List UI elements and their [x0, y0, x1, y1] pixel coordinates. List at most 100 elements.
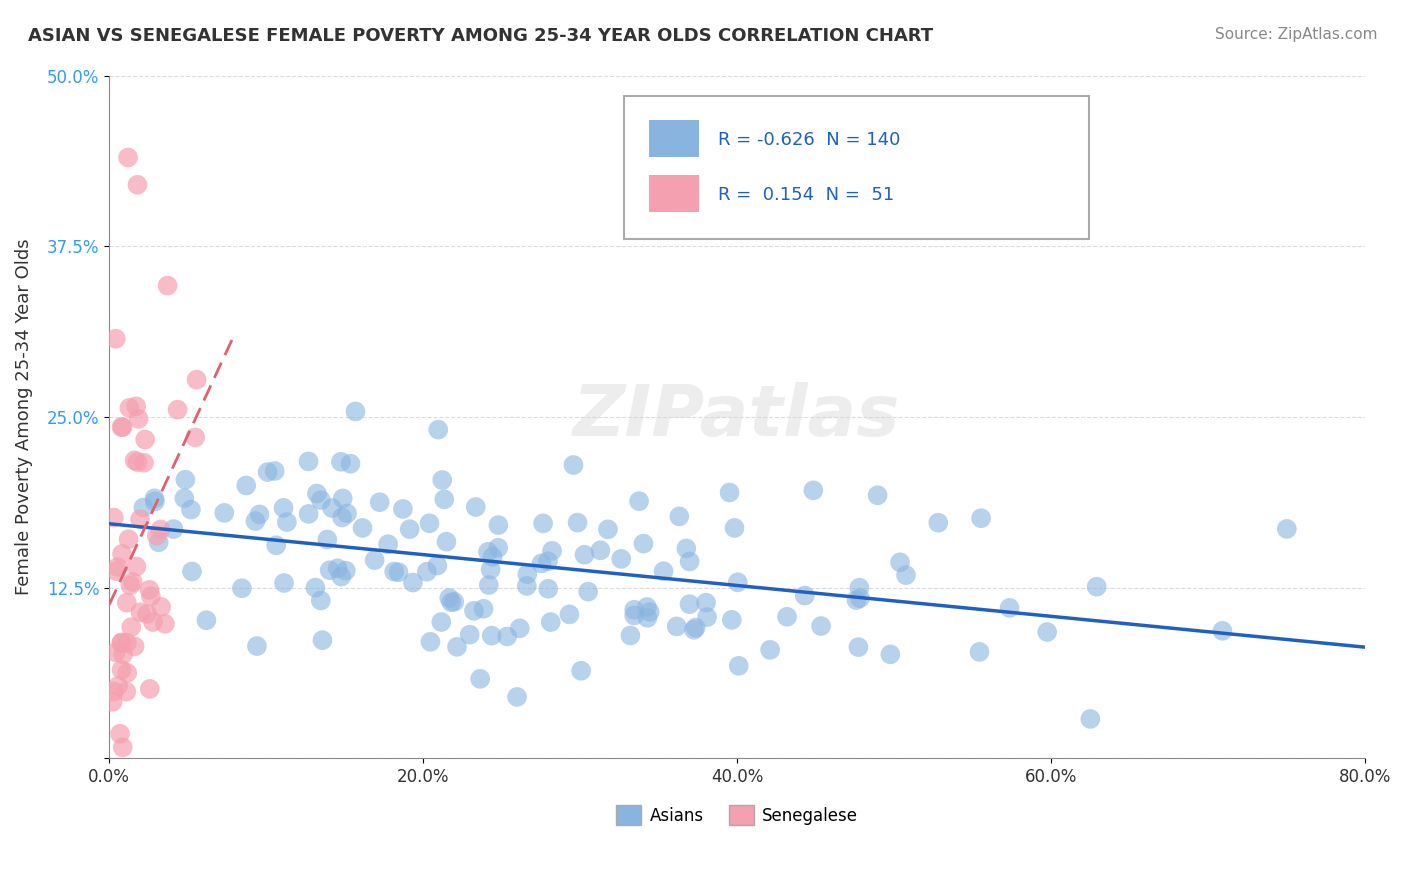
Point — [678, 554, 700, 568]
Point — [128, 412, 150, 426]
Point — [231, 581, 253, 595]
Point — [143, 491, 166, 506]
Point — [132, 500, 155, 515]
Point — [969, 645, 991, 659]
Point — [628, 494, 651, 508]
Text: R = -0.626  N = 140: R = -0.626 N = 140 — [718, 131, 901, 149]
Point — [195, 613, 218, 627]
Point — [115, 665, 138, 680]
Point — [567, 516, 589, 530]
Point — [718, 485, 741, 500]
Point — [464, 500, 486, 514]
Point — [143, 494, 166, 508]
Point — [305, 486, 328, 500]
Point — [486, 541, 509, 555]
Point — [436, 534, 458, 549]
Point — [330, 569, 353, 583]
Point — [149, 523, 172, 537]
Point — [478, 578, 501, 592]
Point — [104, 645, 127, 659]
Point — [273, 576, 295, 591]
Point — [486, 518, 509, 533]
Point — [124, 640, 146, 654]
Point — [311, 633, 333, 648]
FancyBboxPatch shape — [650, 120, 699, 158]
Point — [696, 610, 718, 624]
Point — [776, 609, 799, 624]
Point — [636, 611, 658, 625]
Point — [276, 515, 298, 529]
Point — [793, 589, 815, 603]
Point — [638, 605, 661, 619]
Point — [173, 491, 195, 506]
Point — [321, 501, 343, 516]
Point — [695, 596, 717, 610]
Point — [156, 278, 179, 293]
Point — [810, 619, 832, 633]
Point — [1211, 624, 1233, 638]
Point — [329, 455, 352, 469]
Point — [879, 648, 901, 662]
Point — [665, 619, 688, 633]
Point — [439, 591, 461, 605]
FancyBboxPatch shape — [624, 96, 1088, 239]
Point — [304, 581, 326, 595]
Point — [111, 740, 134, 755]
Point — [402, 575, 425, 590]
Point — [118, 401, 141, 415]
Point — [107, 560, 129, 574]
Point — [352, 521, 374, 535]
Point — [235, 478, 257, 492]
Point — [129, 605, 152, 619]
Point — [1078, 712, 1101, 726]
FancyBboxPatch shape — [650, 175, 699, 212]
Point — [387, 566, 409, 580]
Point — [117, 151, 139, 165]
Point — [339, 457, 361, 471]
Point — [472, 601, 495, 615]
Point — [727, 575, 749, 590]
Point — [540, 615, 562, 629]
Point — [316, 533, 339, 547]
Text: Source: ZipAtlas.com: Source: ZipAtlas.com — [1215, 27, 1378, 42]
Point — [107, 679, 129, 693]
Point — [419, 634, 441, 648]
Point — [146, 529, 169, 543]
Point — [541, 543, 564, 558]
Point — [256, 465, 278, 479]
Point — [481, 629, 503, 643]
Point — [297, 454, 319, 468]
Point — [443, 595, 465, 609]
Point — [117, 533, 139, 547]
Point — [115, 596, 138, 610]
Point — [427, 423, 450, 437]
Point — [363, 553, 385, 567]
Point — [569, 664, 592, 678]
Point — [574, 548, 596, 562]
Point — [186, 373, 208, 387]
Text: R =  0.154  N =  51: R = 0.154 N = 51 — [718, 186, 894, 204]
Point — [111, 547, 134, 561]
Point — [103, 510, 125, 524]
Point — [675, 541, 697, 556]
Point — [530, 557, 553, 571]
Point — [596, 522, 619, 536]
Point — [132, 456, 155, 470]
Point — [111, 420, 134, 434]
Point — [845, 593, 868, 607]
Point — [112, 648, 135, 662]
Point — [1036, 625, 1059, 640]
Point — [382, 565, 405, 579]
Point — [326, 561, 349, 575]
Legend: Asians, Senegalese: Asians, Senegalese — [609, 798, 865, 832]
Point — [416, 565, 439, 579]
Point — [174, 473, 197, 487]
Point — [1085, 580, 1108, 594]
Point — [998, 601, 1021, 615]
Point — [392, 502, 415, 516]
Point — [558, 607, 581, 622]
Point — [531, 516, 554, 531]
Point — [723, 521, 745, 535]
Point — [110, 636, 132, 650]
Point — [344, 404, 367, 418]
